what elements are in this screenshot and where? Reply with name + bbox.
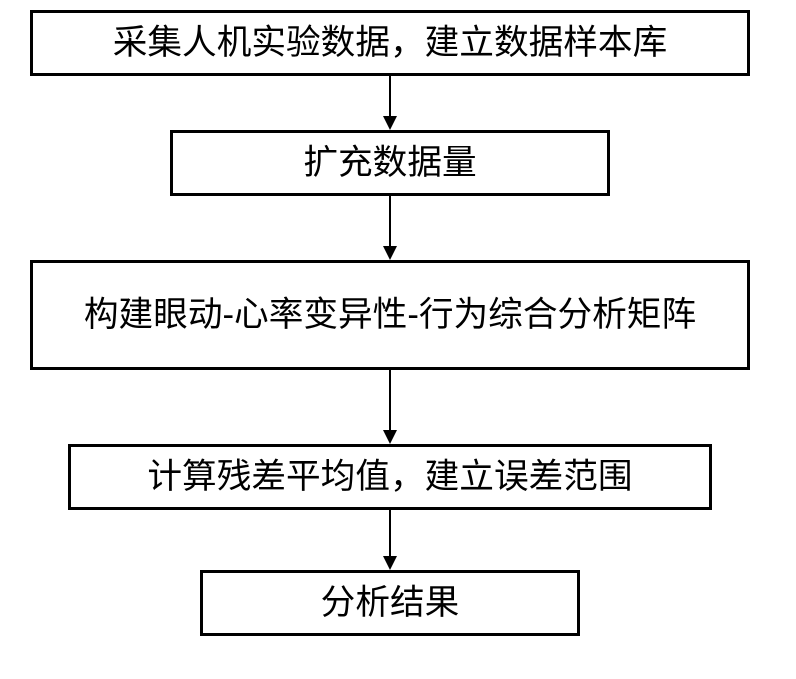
flowchart-canvas: 采集人机实验数据，建立数据样本库 扩充数据量 构建眼动-心率变异性-行为综合分析…: [0, 0, 796, 679]
arrows-layer: [0, 0, 796, 679]
